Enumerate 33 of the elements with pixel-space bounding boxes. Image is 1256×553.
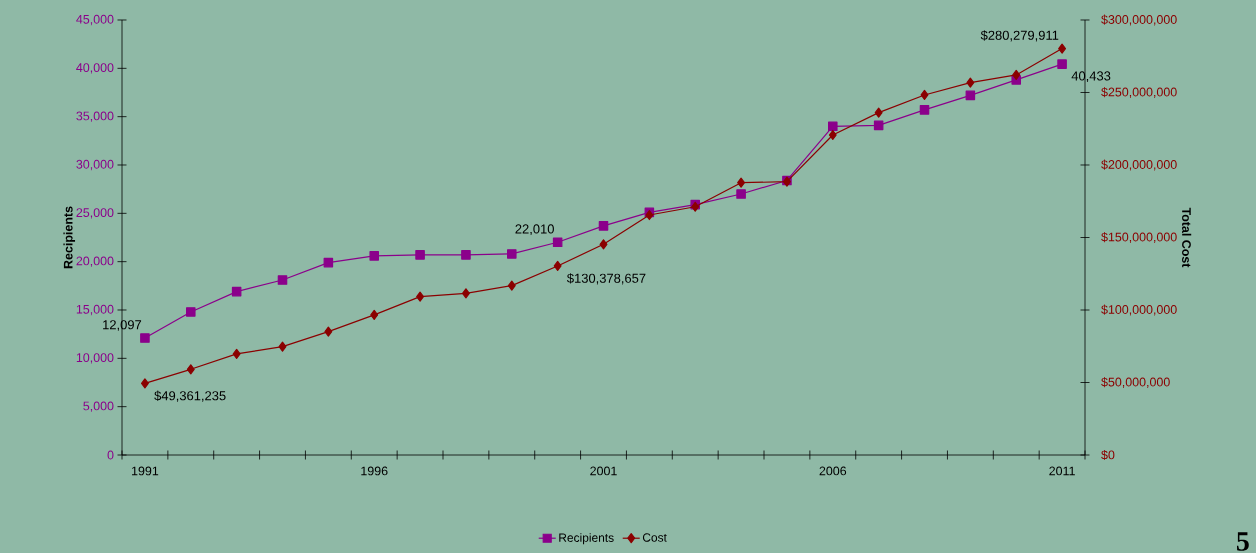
y-tick-label: 10,000	[76, 353, 114, 364]
x-tick-label: 2006	[819, 466, 847, 476]
y-axis-title: Recipients	[63, 206, 76, 269]
x-tick-label: 1991	[132, 466, 159, 476]
y-tick-label: 30,000	[76, 159, 114, 171]
y2-tick-label: $300,000,000	[1101, 14, 1177, 26]
x-tick-label: 2001	[590, 466, 617, 476]
text: 5	[1236, 532, 1249, 551]
y2-tick-label: $250,000,000	[1101, 87, 1177, 98]
legend-label: Cost	[642, 533, 667, 542]
x-tick-label: 2011	[1049, 466, 1075, 476]
data-label: 22,010	[515, 224, 554, 236]
data-label: 12,097	[103, 320, 142, 331]
y2-tick-label: $50,000,000	[1101, 377, 1170, 388]
y2-axis-title: Total Cost	[1182, 207, 1192, 268]
y-tick-label: 0	[107, 450, 114, 460]
y-tick-label: 20,000	[76, 256, 114, 267]
legend-label: Recipients	[559, 533, 614, 545]
x-tick-label: 1996	[361, 466, 388, 476]
data-label: $130,378,657	[566, 273, 646, 285]
y-tick-label: 45,000	[76, 14, 114, 26]
data-label: $49,361,235	[154, 390, 226, 402]
y-tick-label: 35,000	[76, 111, 114, 122]
y-tick-label: 40,000	[76, 63, 114, 74]
y2-tick-label: $150,000,000	[1101, 232, 1177, 243]
y-tick-label: 5,000	[83, 401, 114, 412]
y-tick-label: 15,000	[76, 304, 114, 316]
y2-tick-label: $0	[1101, 449, 1115, 461]
data-label: $280,279,911	[980, 30, 1059, 42]
y-tick-label: 25,000	[76, 208, 114, 219]
y2-tick-label: $200,000,000	[1101, 159, 1177, 171]
y2-tick-label: $100,000,000	[1101, 304, 1177, 316]
data-label: 40,433	[1071, 71, 1111, 83]
